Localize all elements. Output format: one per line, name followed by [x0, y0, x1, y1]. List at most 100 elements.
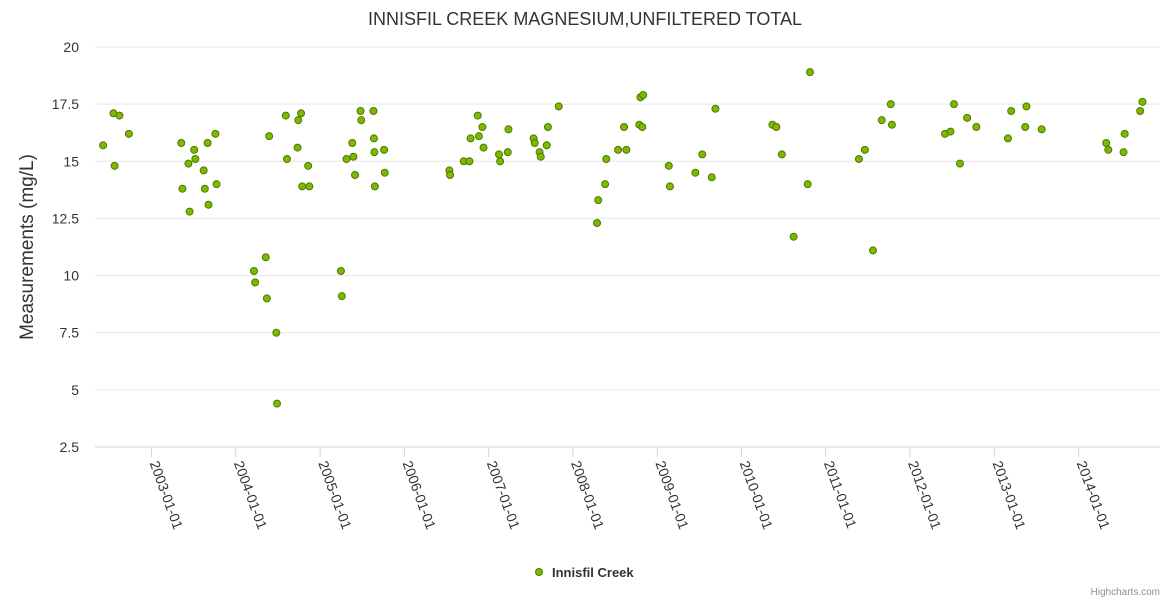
data-point — [868, 246, 877, 255]
x-tick-label: 2010-01-01 — [737, 459, 777, 532]
data-point — [356, 107, 365, 115]
data-point — [273, 399, 282, 408]
data-point — [305, 182, 314, 191]
data-point — [199, 166, 208, 175]
x-tick-label: 2005-01-01 — [315, 459, 355, 532]
legend-marker — [535, 568, 543, 576]
data-point — [664, 161, 673, 170]
data-point — [620, 123, 629, 131]
y-tick-label: 12.5 — [52, 210, 79, 226]
data-point — [297, 109, 306, 118]
data-point — [614, 145, 623, 154]
data-point — [777, 150, 786, 159]
data-point — [594, 196, 603, 205]
data-point — [474, 132, 483, 141]
legend-item-innisfil-creek[interactable]: Innisfil Creek — [552, 565, 634, 580]
data-point — [963, 113, 972, 122]
data-point — [946, 127, 955, 136]
credits-link[interactable]: Highcharts.com — [1091, 587, 1160, 598]
data-point — [304, 161, 313, 170]
data-point — [479, 143, 488, 152]
data-point — [1007, 107, 1016, 115]
y-tick-label: 17.5 — [52, 96, 79, 112]
data-point — [602, 155, 611, 163]
x-tick-label: 2003-01-01 — [147, 459, 187, 532]
y-tick-label: 7.5 — [60, 325, 80, 341]
data-point — [178, 184, 187, 193]
data-point — [191, 155, 200, 163]
data-point — [110, 161, 119, 170]
data-point — [949, 100, 958, 109]
data-point — [772, 123, 781, 131]
data-point — [638, 123, 647, 131]
data-point — [887, 120, 896, 129]
data-point — [369, 107, 378, 115]
data-point — [261, 253, 270, 262]
data-point — [803, 180, 812, 189]
data-point — [298, 182, 307, 191]
data-point — [211, 129, 220, 138]
data-point — [203, 139, 212, 147]
data-point — [99, 141, 108, 150]
data-point — [351, 171, 360, 179]
legend[interactable]: Innisfil Creek — [535, 565, 635, 580]
data-point — [707, 173, 716, 182]
x-tick-label: 2013-01-01 — [990, 459, 1030, 532]
y-tick-label: 5 — [71, 382, 79, 398]
data-point — [272, 328, 281, 337]
x-tick-label: 2006-01-01 — [400, 459, 440, 532]
data-point — [1136, 107, 1145, 115]
data-point — [1022, 102, 1031, 111]
data-point — [543, 123, 552, 131]
data-point — [854, 155, 863, 163]
data-point — [342, 155, 351, 163]
data-point — [446, 171, 455, 179]
data-point — [622, 145, 631, 154]
data-point — [204, 200, 213, 209]
data-point — [530, 139, 539, 147]
data-point — [473, 111, 482, 120]
x-tick-label: 2012-01-01 — [905, 459, 945, 532]
data-point — [554, 102, 563, 111]
data-point — [380, 168, 389, 177]
data-point — [1119, 148, 1128, 157]
x-tick-label: 2008-01-01 — [568, 459, 608, 532]
data-point — [200, 184, 209, 193]
data-point — [357, 116, 366, 125]
data-point — [1003, 134, 1012, 143]
x-axis: 2003-01-01 2004-01-01 2005-01-01 2006-01-01… — [95, 446, 1160, 532]
data-point — [536, 152, 545, 161]
data-point — [593, 219, 602, 227]
data-point — [370, 148, 379, 157]
x-tick-label: 2007-01-01 — [484, 459, 524, 532]
y-tick-label: 10 — [63, 268, 79, 284]
data-point — [496, 157, 505, 166]
x-tick-label: 2014-01-01 — [1074, 459, 1114, 532]
data-point — [478, 123, 487, 131]
data-point — [336, 267, 345, 275]
data-point — [691, 168, 700, 177]
data-point — [601, 180, 610, 189]
data-point — [251, 278, 260, 287]
data-point — [337, 292, 346, 301]
data-point — [249, 267, 258, 275]
data-point — [805, 68, 814, 77]
data-point — [466, 134, 475, 143]
chart-title: INNISFIL CREEK MAGNESIUM,UNFILTERED TOTA… — [368, 9, 802, 29]
data-point — [124, 129, 133, 138]
data-point — [190, 145, 199, 154]
data-point — [877, 116, 886, 125]
data-point — [1021, 123, 1030, 131]
data-point — [465, 157, 474, 166]
y-tick-label: 2.5 — [60, 439, 80, 455]
data-point — [262, 294, 271, 303]
data-point — [294, 116, 303, 125]
data-point — [1102, 139, 1111, 147]
data-point — [1104, 145, 1113, 154]
data-point — [542, 141, 551, 150]
data-point — [503, 148, 512, 157]
y-axis-ticks: 2.5 5 7.5 10 12.5 15 17.5 20 — [52, 39, 79, 455]
data-point — [282, 155, 291, 163]
data-point — [665, 182, 674, 191]
